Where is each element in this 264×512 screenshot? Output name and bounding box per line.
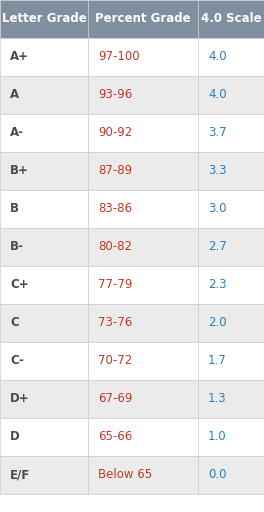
Bar [198, 190, 264, 228]
Bar [88, 76, 198, 114]
Text: 4.0: 4.0 [208, 89, 227, 101]
Bar [88, 38, 198, 76]
Text: 93-96: 93-96 [98, 89, 132, 101]
Text: 65-66: 65-66 [98, 431, 132, 443]
Bar [0, 0, 88, 38]
Bar [88, 456, 198, 494]
Text: 3.0: 3.0 [208, 203, 227, 216]
Bar [0, 228, 88, 266]
Text: 3.3: 3.3 [208, 164, 227, 178]
Text: 3.7: 3.7 [208, 126, 227, 139]
Text: Below 65: Below 65 [98, 468, 152, 481]
Bar [0, 266, 88, 304]
Bar [0, 190, 88, 228]
Bar [198, 76, 264, 114]
Text: B: B [10, 203, 19, 216]
Text: 2.3: 2.3 [208, 279, 227, 291]
Text: C-: C- [10, 354, 24, 368]
Bar [198, 38, 264, 76]
Text: D: D [10, 431, 20, 443]
Bar [88, 266, 198, 304]
Text: 87-89: 87-89 [98, 164, 132, 178]
Bar [0, 114, 88, 152]
Bar [0, 152, 88, 190]
Bar [88, 190, 198, 228]
Bar [88, 228, 198, 266]
Bar [198, 114, 264, 152]
Bar [198, 342, 264, 380]
Text: 4.0 Scale: 4.0 Scale [201, 12, 261, 26]
Bar [88, 114, 198, 152]
Text: 70-72: 70-72 [98, 354, 132, 368]
Text: 73-76: 73-76 [98, 316, 132, 330]
Bar [0, 342, 88, 380]
Bar [0, 304, 88, 342]
Text: 83-86: 83-86 [98, 203, 132, 216]
Bar [88, 152, 198, 190]
Text: B-: B- [10, 241, 24, 253]
Bar [198, 456, 264, 494]
Text: B+: B+ [10, 164, 29, 178]
Bar [198, 418, 264, 456]
Text: 67-69: 67-69 [98, 393, 132, 406]
Bar [0, 76, 88, 114]
Bar [198, 304, 264, 342]
Bar [0, 38, 88, 76]
Bar [88, 304, 198, 342]
Text: C+: C+ [10, 279, 29, 291]
Bar [88, 380, 198, 418]
Bar [88, 342, 198, 380]
Text: Percent Grade: Percent Grade [95, 12, 191, 26]
Text: 2.7: 2.7 [208, 241, 227, 253]
Text: 2.0: 2.0 [208, 316, 227, 330]
Text: 1.0: 1.0 [208, 431, 227, 443]
Bar [88, 418, 198, 456]
Bar [88, 0, 198, 38]
Text: D+: D+ [10, 393, 30, 406]
Text: 0.0: 0.0 [208, 468, 227, 481]
Bar [198, 152, 264, 190]
Bar [198, 380, 264, 418]
Text: C: C [10, 316, 19, 330]
Text: 1.7: 1.7 [208, 354, 227, 368]
Text: Letter Grade: Letter Grade [2, 12, 86, 26]
Text: A: A [10, 89, 19, 101]
Bar [0, 456, 88, 494]
Bar [198, 266, 264, 304]
Bar [0, 418, 88, 456]
Text: A+: A+ [10, 51, 29, 63]
Text: 90-92: 90-92 [98, 126, 132, 139]
Text: 97-100: 97-100 [98, 51, 140, 63]
Text: 77-79: 77-79 [98, 279, 132, 291]
Text: 1.3: 1.3 [208, 393, 227, 406]
Text: A-: A- [10, 126, 24, 139]
Bar [0, 380, 88, 418]
Text: E/F: E/F [10, 468, 30, 481]
Text: 4.0: 4.0 [208, 51, 227, 63]
Bar [198, 228, 264, 266]
Text: 80-82: 80-82 [98, 241, 132, 253]
Bar [198, 0, 264, 38]
